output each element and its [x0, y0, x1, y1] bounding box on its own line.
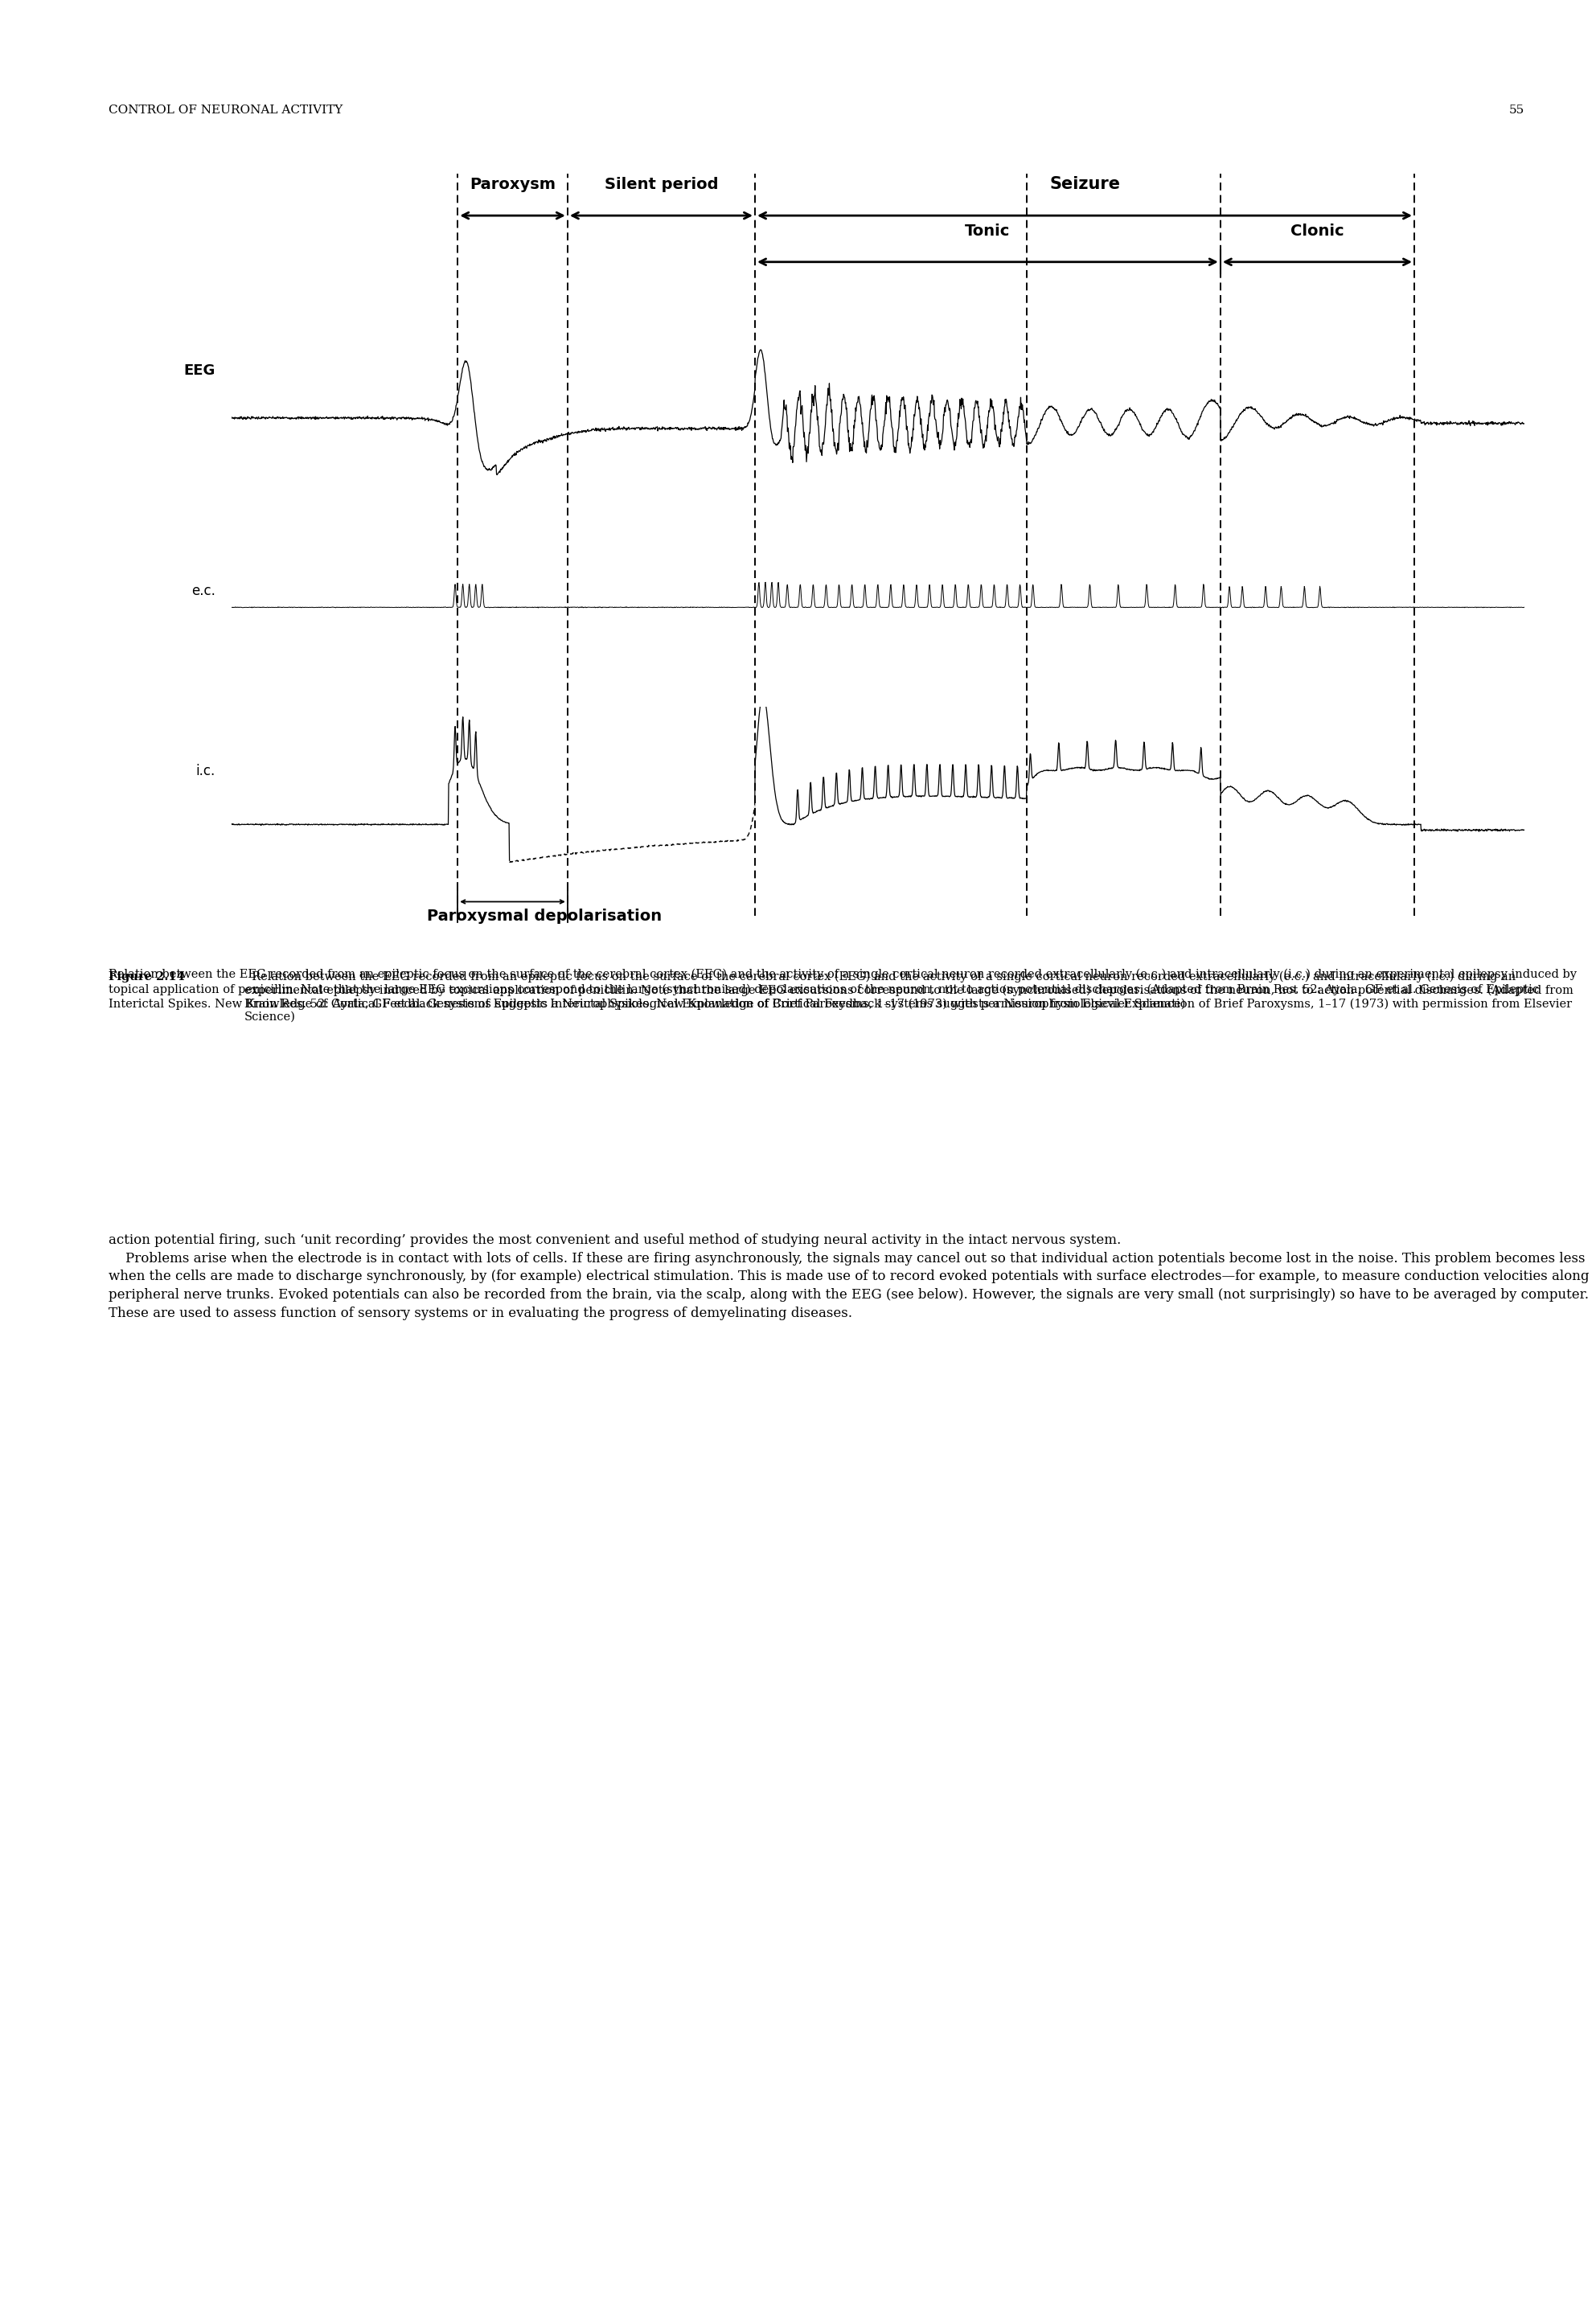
Text: Silent period: Silent period [605, 176, 718, 192]
Text: Relation between the EEG recorded from an epileptic focus on the surface of the : Relation between the EEG recorded from a… [109, 969, 1577, 1011]
Text: Seizure: Seizure [1049, 176, 1120, 192]
Text: CONTROL OF NEURONAL ACTIVITY: CONTROL OF NEURONAL ACTIVITY [109, 104, 343, 116]
Text: Paroxysmal depolarisation: Paroxysmal depolarisation [428, 909, 662, 925]
Text: e.c.: e.c. [192, 584, 215, 598]
Text: EEG: EEG [184, 364, 215, 378]
Text: 55: 55 [1508, 104, 1524, 116]
Text: Relation between the EEG recorded from an epileptic focus on the surface of the : Relation between the EEG recorded from a… [244, 971, 1574, 1022]
Text: Tonic: Tonic [966, 223, 1010, 239]
Text: Paroxysm: Paroxysm [469, 176, 555, 192]
Text: Figure 2.14: Figure 2.14 [109, 971, 185, 983]
Text: action potential firing, such ‘unit recording’ provides the most convenient and : action potential firing, such ‘unit reco… [109, 1233, 1590, 1321]
Text: i.c.: i.c. [196, 763, 215, 779]
Text: Clonic: Clonic [1291, 223, 1344, 239]
